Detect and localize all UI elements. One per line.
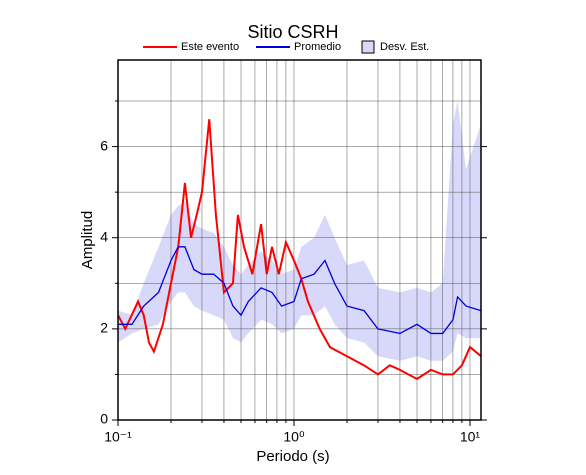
y-tick-label: 2 [100, 320, 108, 336]
series-line [117, 119, 482, 381]
x-tick-label: 10¹ [460, 429, 481, 445]
legend-swatch [361, 40, 375, 54]
legend-label: Este evento [181, 41, 239, 53]
chart-title: Sitio CSRH [247, 22, 338, 42]
legend-label: Desv. Est. [380, 41, 429, 53]
plot-frame [117, 59, 482, 421]
x-tick-label: 10⁰ [283, 429, 305, 445]
y-tick-label: 6 [100, 137, 108, 153]
y-tick-label: 0 [100, 411, 108, 427]
legend-label: Promedio [294, 41, 341, 53]
y-axis-label: Amplitud [79, 211, 96, 269]
y-tick-label: 4 [100, 228, 108, 244]
x-axis-label: Periodo (s) [256, 448, 329, 465]
std-band [118, 101, 481, 361]
x-tick-label: 10⁻¹ [104, 429, 132, 445]
series-line [118, 246, 482, 335]
